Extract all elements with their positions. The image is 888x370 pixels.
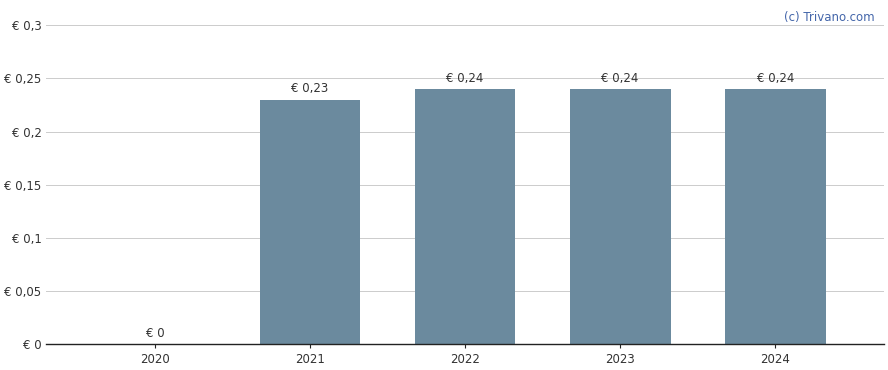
Bar xyxy=(725,89,826,344)
Text: € 0,24: € 0,24 xyxy=(447,72,484,85)
Bar xyxy=(415,89,515,344)
Text: (c) Trivano.com: (c) Trivano.com xyxy=(784,11,875,24)
Text: € 0,24: € 0,24 xyxy=(601,72,638,85)
Bar xyxy=(570,89,670,344)
Text: € 0: € 0 xyxy=(146,327,164,340)
Text: € 0,23: € 0,23 xyxy=(291,83,329,95)
Bar xyxy=(259,100,361,344)
Text: € 0,24: € 0,24 xyxy=(757,72,794,85)
